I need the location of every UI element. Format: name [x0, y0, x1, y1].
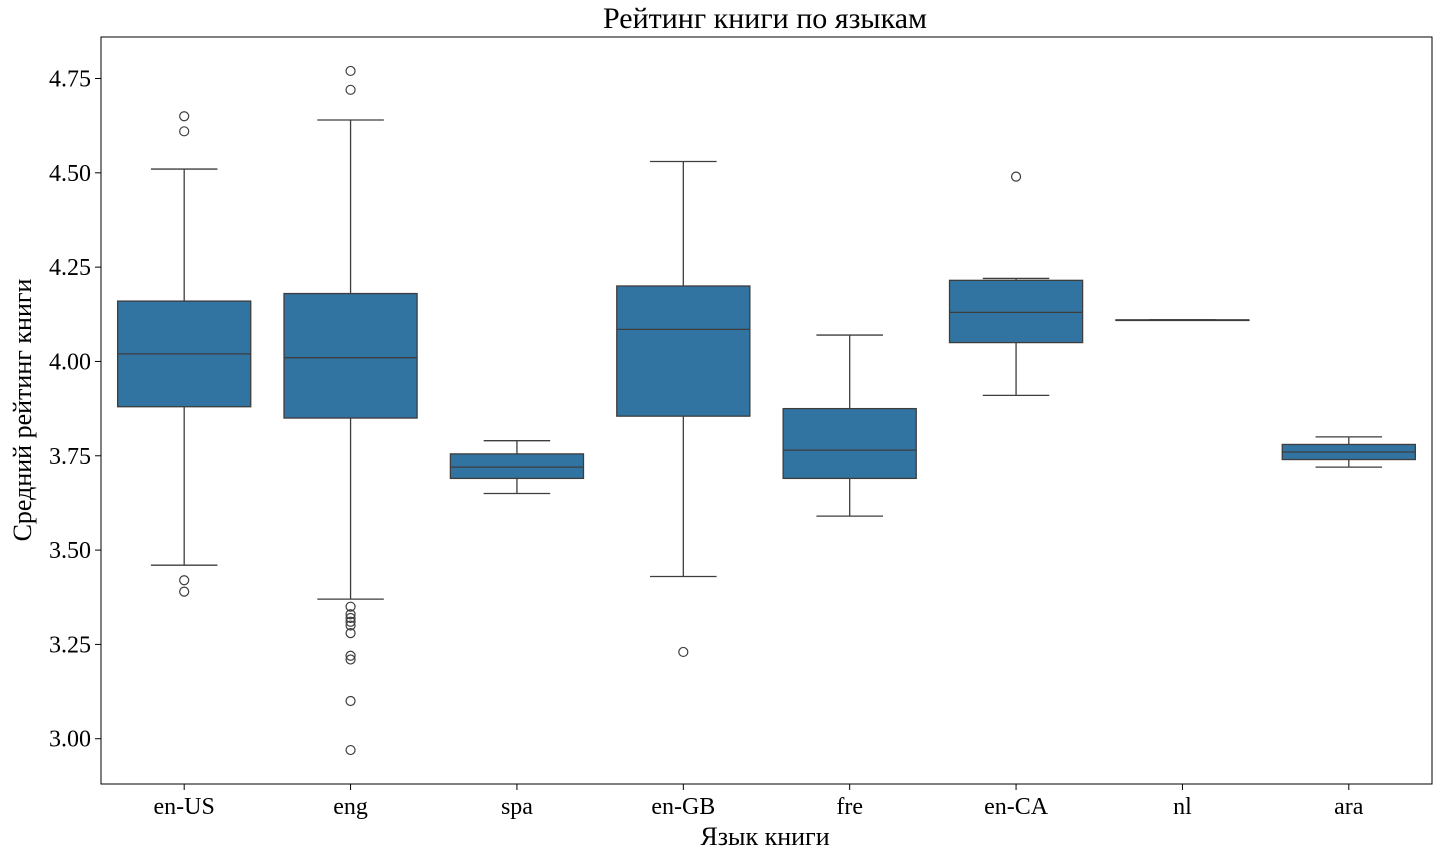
y-tick-label: 3.25: [49, 632, 91, 658]
iqr-box: [449, 453, 585, 480]
outlier-point: [345, 650, 356, 661]
y-tick-label: 4.75: [49, 67, 91, 93]
outlier-point: [345, 616, 356, 627]
outlier-point: [179, 126, 190, 137]
outlier-point: [345, 695, 356, 707]
chart-title: Рейтинг книги по языкам: [603, 2, 927, 35]
x-tick-label: nl: [1173, 794, 1192, 820]
iqr-box: [283, 292, 418, 419]
y-tick-label: 4.50: [49, 161, 91, 187]
y-axis-label: Средний рейтинг книги: [8, 278, 37, 541]
outlier-point: [678, 646, 689, 658]
iqr-box: [782, 407, 917, 480]
y-tick-label: 3.00: [49, 727, 91, 753]
y-tick-label: 3.50: [49, 538, 91, 564]
outlier-point: [179, 575, 190, 586]
y-tick-label: 4.25: [49, 255, 91, 281]
x-tick-label: fre: [836, 794, 863, 820]
x-tick-label: spa: [501, 794, 533, 820]
plot-frame: [100, 36, 1433, 785]
plot-area: 3.00 3.25 3.50 3.75 4.00 4.25 4.50 4.75 en-US eng…: [49, 36, 1433, 820]
y-tick-label: 3.75: [49, 444, 91, 470]
iqr-box: [616, 285, 751, 417]
outlier-point: [179, 586, 190, 597]
x-tick-label: eng: [333, 794, 368, 820]
x-tick-label: en-GB: [651, 794, 715, 820]
iqr-box: [948, 279, 1084, 344]
outlier-point: [1010, 171, 1022, 182]
outlier-point: [345, 65, 356, 77]
outlier-point: [345, 744, 356, 756]
outlier-point: [345, 612, 356, 624]
x-tick-label: en-US: [154, 794, 215, 820]
x-axis-label: Язык книги: [700, 822, 829, 851]
outlier-point: [345, 84, 356, 95]
outlier-point: [345, 601, 356, 612]
outlier-point: [179, 111, 190, 122]
y-tick-label: 4.00: [49, 349, 91, 375]
x-tick-label: ara: [1334, 794, 1364, 820]
outlier-point: [345, 620, 356, 631]
outlier-point: [345, 609, 356, 620]
outlier-point: [345, 627, 356, 639]
outlier-point: [345, 654, 356, 665]
x-tick-label: en-CA: [984, 794, 1049, 820]
